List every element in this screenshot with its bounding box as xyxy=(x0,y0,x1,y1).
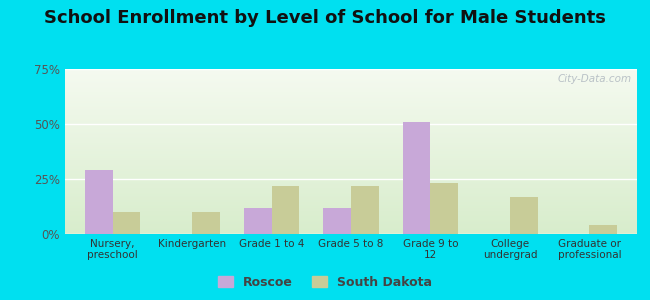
Bar xyxy=(590,225,617,234)
Legend: Roscoe, South Dakota: Roscoe, South Dakota xyxy=(213,271,437,294)
Bar xyxy=(351,186,379,234)
Bar xyxy=(244,208,272,234)
Bar xyxy=(402,122,430,234)
Bar xyxy=(323,208,351,234)
Text: School Enrollment by Level of School for Male Students: School Enrollment by Level of School for… xyxy=(44,9,606,27)
Bar xyxy=(510,196,538,234)
Bar xyxy=(85,170,112,234)
Bar xyxy=(430,183,458,234)
Text: City-Data.com: City-Data.com xyxy=(557,74,631,84)
Bar xyxy=(272,186,300,234)
Bar xyxy=(112,212,140,234)
Bar xyxy=(192,212,220,234)
